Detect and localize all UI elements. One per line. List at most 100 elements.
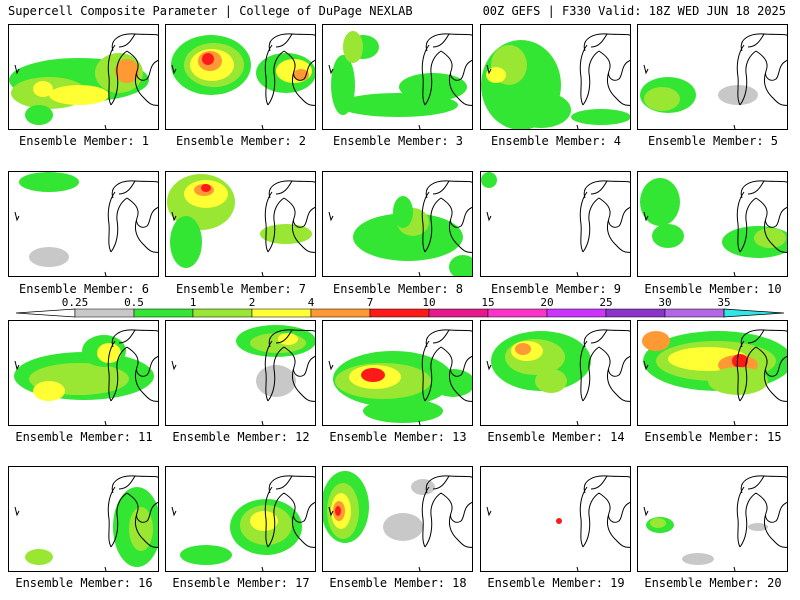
colorbar-swatch [369, 308, 430, 318]
scp-contour-blob [278, 333, 298, 345]
scp-contour-blob [201, 184, 211, 192]
member-label: Ensemble Member: 19 [487, 576, 625, 590]
great-lakes-outline [643, 33, 787, 129]
colorbar-tick-label: 2 [249, 296, 256, 309]
scp-contour-blob [115, 59, 139, 83]
great-lakes-outline [14, 180, 158, 276]
ensemble-map-panel [165, 466, 316, 572]
colorbar-tick-label: 0.25 [62, 296, 89, 309]
colorbar-swatch [664, 308, 725, 318]
great-lakes-outline [14, 33, 158, 129]
colorbar-swatch [546, 308, 607, 318]
scp-contour-blob [556, 518, 562, 524]
scp-contour-blob [25, 105, 53, 125]
scp-contour-blob [652, 224, 684, 248]
scp-contour-blob [640, 178, 680, 226]
member-label: Ensemble Member: 9 [490, 282, 622, 296]
great-lakes-outline [14, 329, 158, 425]
great-lakes-outline [486, 180, 630, 276]
scp-contour-blob [644, 87, 680, 111]
member-label: Ensemble Member: 7 [175, 282, 307, 296]
map-title: Supercell Composite Parameter | College … [8, 4, 413, 18]
great-lakes-outline [643, 329, 787, 425]
great-lakes-outline [643, 475, 787, 571]
ensemble-map-panel [8, 320, 159, 426]
colorbar-swatch [251, 308, 312, 318]
colorbar-tick-label: 30 [658, 296, 671, 309]
ensemble-map-panel [637, 320, 788, 426]
scp-contour-blob [33, 381, 65, 401]
ensemble-map-panel [8, 466, 159, 572]
great-lakes-outline [171, 475, 315, 571]
colorbar-tick-label: 25 [599, 296, 612, 309]
scp-contour-blob [19, 172, 79, 192]
ensemble-map-panel [165, 320, 316, 426]
ensemble-map-panel [322, 466, 473, 572]
great-lakes-outline [486, 475, 630, 571]
great-lakes-outline [486, 329, 630, 425]
valid-time: 00Z GEFS | F330 Valid: 18Z WED JUN 18 20… [482, 4, 786, 18]
scp-contour-blob [535, 369, 567, 393]
scp-contour-blob [180, 545, 232, 565]
ensemble-map-panel [480, 171, 631, 277]
member-label: Ensemble Member: 11 [15, 430, 153, 444]
member-label: Ensemble Member: 4 [490, 134, 622, 148]
great-lakes-outline [328, 180, 472, 276]
colorbar-legend: 0.25 0.5 1 2 4 7 10 15 20 25 30 35 [15, 296, 785, 318]
ensemble-map-panel [322, 24, 473, 130]
scp-contour-blob [732, 354, 748, 368]
colorbar-tick-label: 7 [367, 296, 374, 309]
scp-contour-blob [571, 109, 630, 125]
colorbar-tick-label: 0.5 [124, 296, 144, 309]
ensemble-map-panel [322, 171, 473, 277]
scp-contour-blob [449, 255, 472, 276]
scp-contour-blob [361, 368, 385, 382]
member-label: Ensemble Member: 20 [644, 576, 782, 590]
member-label: Ensemble Member: 8 [332, 282, 464, 296]
member-label: Ensemble Member: 17 [172, 576, 310, 590]
colorbar-tick-label: 35 [717, 296, 730, 309]
ensemble-map-panel [637, 24, 788, 130]
great-lakes-outline [643, 180, 787, 276]
scp-contour-blob [202, 53, 214, 65]
member-label: Ensemble Member: 13 [329, 430, 467, 444]
ensemble-map-panel [480, 24, 631, 130]
great-lakes-outline [328, 329, 472, 425]
scp-contour-blob [25, 549, 53, 565]
scp-contour-blob [383, 513, 423, 541]
ensemble-map-panel [8, 171, 159, 277]
ensemble-map-panel [480, 466, 631, 572]
colorbar-swatch [74, 308, 135, 318]
scp-contour-blob [49, 85, 109, 105]
colorbar-swatch [310, 308, 371, 318]
great-lakes-outline [14, 475, 158, 571]
colorbar-swatch [605, 308, 666, 318]
scp-contour-blob [650, 518, 666, 528]
great-lakes-outline [171, 180, 315, 276]
scp-contour-blob [682, 553, 714, 565]
member-label: Ensemble Member: 14 [487, 430, 625, 444]
scp-contour-blob [399, 73, 467, 101]
scp-contour-blob [748, 523, 768, 531]
colorbar-tick-label: 4 [308, 296, 315, 309]
scp-contour-blob [481, 172, 497, 188]
member-label: Ensemble Member: 15 [644, 430, 782, 444]
colorbar-swatch [133, 308, 194, 318]
colorbar-swatch [192, 308, 253, 318]
colorbar-swatch [428, 308, 489, 318]
scp-contour-blob [129, 507, 153, 551]
great-lakes-outline [171, 33, 315, 129]
scp-contour-blob [170, 216, 202, 268]
member-label: Ensemble Member: 6 [18, 282, 150, 296]
colorbar-low-arrow [15, 308, 76, 318]
colorbar-swatch [487, 308, 548, 318]
ensemble-map-panel [637, 171, 788, 277]
member-label: Ensemble Member: 18 [329, 576, 467, 590]
scp-contour-blob [486, 67, 506, 83]
ensemble-map-panel [637, 466, 788, 572]
scp-contour-blob [411, 479, 435, 495]
scp-contour-blob [642, 331, 670, 351]
great-lakes-outline [328, 475, 472, 571]
member-label: Ensemble Member: 5 [647, 134, 779, 148]
scp-contour-blob [29, 247, 69, 267]
